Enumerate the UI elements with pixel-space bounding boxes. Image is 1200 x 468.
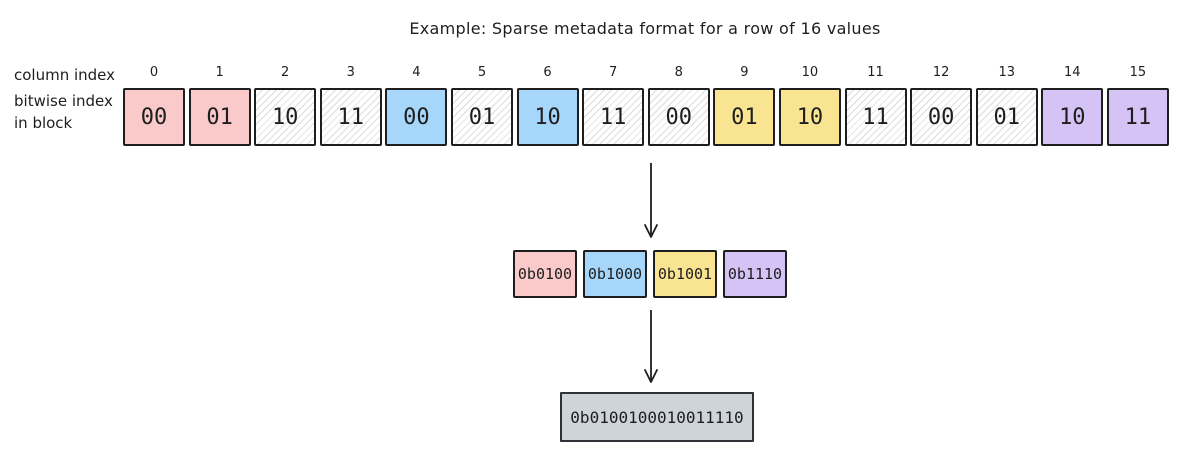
column-index-value: 5 [477,65,487,80]
metadata-cell: 10 10 [778,62,841,146]
metadata-cell: 4 00 [385,62,448,146]
metadata-cell: 2 10 [254,62,317,146]
column-index-value: 15 [1129,65,1147,80]
column-index-label: column index [14,66,116,84]
metadata-cell: 3 11 [319,62,382,146]
column-index-value: 7 [609,65,618,80]
cell-box: 10 [254,88,317,146]
group-byte-box: 0b1000 [583,250,647,298]
column-index-value: 14 [1064,65,1081,80]
column-index-value: 12 [932,65,950,80]
cell-box: 01 [713,88,776,146]
metadata-cell: 1 01 [188,62,251,146]
cell-box: 00 [385,88,448,146]
column-index-value: 10 [801,65,819,80]
bitwise-index-label-line1: bitwise index [14,92,113,110]
cell-box: 00 [123,88,185,146]
bitwise-index-label: bitwise index in block [14,90,113,134]
group-bytes-row: 0b0100 0b1000 0b1001 0b1110 [513,250,787,298]
metadata-cell: 8 00 [647,62,710,146]
cell-box: 00 [910,88,973,146]
column-index-value: 8 [674,65,683,80]
cell-box: 10 [778,88,841,146]
metadata-cell: 14 10 [1041,62,1104,146]
metadata-cell: 7 11 [582,62,645,146]
cell-box: 10 [1041,88,1104,146]
metadata-cell: 15 11 [1106,62,1169,146]
arrow-down-icon [644,163,658,238]
diagram-title: Example: Sparse metadata format for a ro… [409,19,881,38]
column-index-value: 3 [346,65,355,80]
cell-box: 11 [319,88,382,146]
cell-box: 01 [450,88,513,146]
cell-box: 11 [1106,88,1169,146]
cell-box: 10 [516,88,579,146]
metadata-cell: 13 01 [975,62,1038,146]
result-value: 0b0100100010011110 [570,407,744,427]
group-byte-box: 0b0100 [513,250,577,298]
column-index-value: 1 [215,65,224,80]
column-index-value: 0 [149,65,159,80]
metadata-cell: 9 01 [713,62,776,146]
metadata-cell: 11 11 [844,62,907,146]
cell-box: 11 [582,88,645,146]
metadata-cells-row: 0 00 1 01 2 10 3 11 4 00 5 01 6 10 7 11 8 00 9 01 10 10 11 11 12… [123,62,1169,146]
result-box: 0b0100100010011110 [560,392,754,442]
cell-box: 11 [844,88,907,146]
cell-box: 01 [975,88,1038,146]
metadata-cell: 0 00 [123,62,185,146]
bitwise-index-label-line2: in block [14,114,73,132]
group-byte-box: 0b1110 [723,250,787,298]
column-index-value: 9 [740,65,749,80]
column-index-value: 11 [867,65,884,80]
column-index-value: 13 [998,65,1015,80]
group-byte-box: 0b1001 [653,250,717,298]
column-index-value: 6 [543,65,552,80]
metadata-cell: 6 10 [516,62,579,146]
arrow-down-icon [644,310,658,383]
cell-box: 00 [647,88,710,146]
metadata-cell: 12 00 [910,62,973,146]
column-index-value: 4 [412,65,421,80]
cell-box: 01 [188,88,251,146]
column-index-value: 2 [281,65,290,80]
metadata-cell: 5 01 [450,62,513,146]
